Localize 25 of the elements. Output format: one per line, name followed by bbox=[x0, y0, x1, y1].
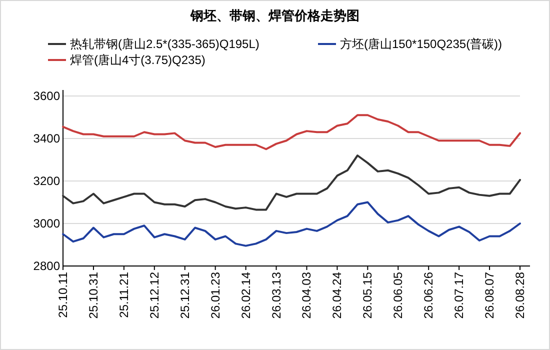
x-tick-label: 26.04.24 bbox=[330, 272, 344, 319]
y-tick-label: 3200 bbox=[33, 174, 60, 188]
x-tick-label: 26.08.07 bbox=[482, 272, 497, 319]
y-tick-label: 3000 bbox=[33, 216, 60, 230]
x-tick-label: 26.04.03 bbox=[300, 272, 314, 319]
x-tick-label: 25.11.21 bbox=[116, 272, 131, 318]
x-tick-label: 26.01.23 bbox=[208, 272, 222, 319]
y-tick-label: 2800 bbox=[33, 259, 60, 273]
legend-label: 热轧带钢(唐山2.5*(335-365)Q195L) bbox=[70, 37, 260, 51]
x-tick-label: 26.05.15 bbox=[360, 272, 375, 319]
x-tick-label: 25.10.31 bbox=[86, 272, 100, 319]
x-tick-label: 26.08.28 bbox=[513, 272, 527, 319]
legend-label: 焊管(唐山4寸(3.75)Q235) bbox=[70, 53, 206, 67]
x-tick-label: 25.12.12 bbox=[147, 272, 162, 319]
x-tick-label: 26.03.13 bbox=[269, 272, 284, 319]
x-tick-label: 25.10.11 bbox=[56, 272, 70, 318]
x-tick-label: 26.02.14 bbox=[238, 272, 253, 319]
x-tick-label: 25.12.31 bbox=[178, 272, 192, 319]
legend-label: 方坯(唐山150*150Q235(普碳)) bbox=[340, 37, 502, 51]
chart-title: 钢坯、带钢、焊管价格走势图 bbox=[190, 8, 360, 23]
x-tick-label: 26.06.26 bbox=[422, 272, 436, 319]
x-tick-label: 26.06.05 bbox=[391, 272, 406, 319]
y-tick-label: 3600 bbox=[33, 89, 60, 103]
y-tick-label: 3400 bbox=[33, 132, 60, 146]
x-tick-label: 26.07.17 bbox=[452, 272, 466, 319]
